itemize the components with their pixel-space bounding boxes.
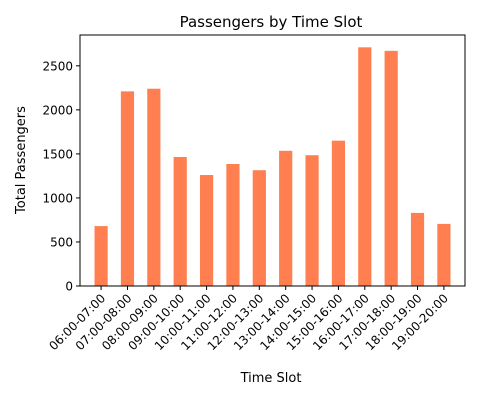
bar-06:00-07:00 (94, 226, 108, 286)
y-tick-label: 500 (50, 235, 73, 249)
y-tick-label: 1500 (42, 147, 73, 161)
y-tick-label: 2000 (42, 103, 73, 117)
y-axis: 0 500 1000 1500 2000 2500 (42, 59, 80, 294)
bar-09:00-10:00 (173, 156, 187, 286)
bar-11:00-12:00 (226, 164, 240, 286)
bar-14:00-15:00 (305, 155, 319, 286)
bar-13:00-14:00 (279, 150, 293, 286)
bar-12:00-13:00 (252, 170, 266, 286)
plot-frame (79, 34, 466, 287)
bar-17:00-18:00 (384, 50, 398, 286)
x-axis-label: Time Slot (240, 371, 302, 386)
y-tick-label: 2500 (42, 59, 73, 73)
bar-10:00-11:00 (199, 175, 214, 286)
x-axis: 06:00-07:0007:00-08:0008:00-09:0009:00-1… (46, 286, 451, 353)
y-tick-label: 0 (65, 280, 73, 294)
bar-07:00-08:00 (120, 91, 135, 286)
bars-layer (94, 47, 451, 286)
bar-19:00-20:00 (437, 223, 451, 286)
y-axis-label: Total Passengers (14, 106, 29, 215)
bar-08:00-09:00 (147, 88, 161, 286)
bar-18:00-19:00 (410, 212, 425, 286)
bar-15:00-16:00 (331, 140, 346, 286)
chart-title: Passengers by Time Slot (180, 13, 363, 31)
bar-16:00-17:00 (358, 47, 372, 286)
y-tick-label: 1000 (42, 191, 73, 205)
